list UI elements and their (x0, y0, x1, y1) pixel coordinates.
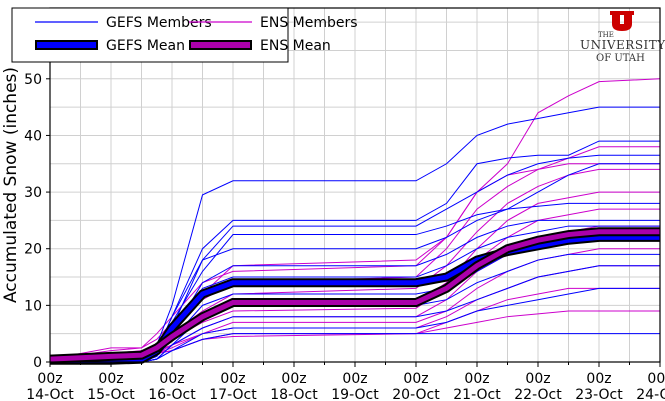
x-tick-label-date: 24-Oct (636, 387, 665, 401)
x-tick-label-date: 22-Oct (514, 387, 562, 401)
ens-mean-line (49, 229, 660, 362)
x-tick-label-time: 00z (98, 371, 123, 387)
x-tick-label-time: 00z (403, 371, 428, 387)
x-tick-label-time: 00z (464, 371, 489, 387)
x-tick-label-time: 00z (159, 371, 184, 387)
logo-of-utah: OF UTAH (596, 53, 645, 64)
x-tick-label-time: 00z (281, 371, 306, 387)
y-tick-label: 50 (24, 72, 42, 88)
x-tick-label-time: 00z (220, 371, 245, 387)
x-tick-label-time: 00z (525, 371, 550, 387)
legend-ens-members-label: ENS Members (260, 15, 358, 31)
legend: GEFS Members ENS Members GEFS Mean ENS Mean (11, 7, 358, 63)
x-tick-label-time: 00z (647, 371, 665, 387)
logo-u-mark (610, 11, 634, 31)
x-tick-label-date: 14-Oct (26, 387, 74, 401)
x-tick-label-date: 19-Oct (331, 387, 379, 401)
legend-ens-mean-label: ENS Mean (260, 38, 331, 54)
logo: THE UNIVERSITY OF UTAH (580, 11, 665, 64)
legend-gefs-members-label: GEFS Members (106, 15, 212, 31)
logo-university: UNIVERSITY (580, 38, 665, 52)
axes: 010203040506000z14-Oct00z15-Oct00z16-Oct… (24, 7, 665, 401)
y-tick-label: 10 (24, 298, 42, 314)
x-tick-label-date: 21-Oct (453, 387, 501, 401)
legend-gefs-mean-label: GEFS Mean (106, 38, 185, 54)
x-tick-label-time: 00z (37, 371, 62, 387)
x-tick-label-time: 00z (586, 371, 611, 387)
y-tick-label: 30 (24, 185, 42, 201)
y-tick-label: 0 (33, 355, 42, 371)
y-axis-label: Accumulated Snow (inches) (1, 67, 21, 303)
x-tick-label-date: 15-Oct (87, 387, 135, 401)
x-tick-label-date: 23-Oct (575, 387, 623, 401)
x-tick-label-date: 20-Oct (392, 387, 440, 401)
x-tick-label-date: 16-Oct (148, 387, 196, 401)
x-tick-label-date: 18-Oct (270, 387, 318, 401)
x-tick-label-time: 00z (342, 371, 367, 387)
mean-lines (49, 227, 660, 365)
y-tick-label: 20 (24, 242, 42, 258)
y-tick-label: 40 (24, 128, 42, 144)
x-tick-label-date: 17-Oct (209, 387, 257, 401)
logo-the: THE (598, 31, 614, 39)
